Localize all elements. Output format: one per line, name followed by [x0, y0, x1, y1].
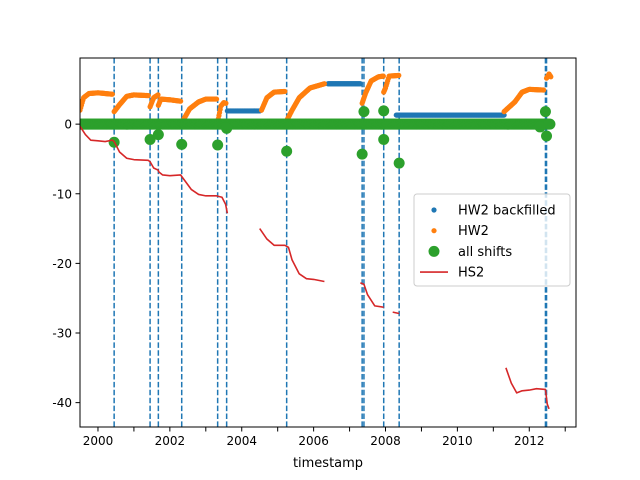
y-tick-label: -30 [52, 327, 72, 341]
shift-point [356, 148, 368, 160]
legend: HW2 backfilled HW2 all shifts HS2 [413, 193, 571, 287]
y-tick-label: -40 [52, 396, 72, 410]
shift-point [221, 122, 233, 134]
axes-frame [79, 57, 577, 428]
series-all-shifts [80, 105, 556, 169]
legend-box [413, 193, 571, 287]
hw2-point [282, 88, 288, 95]
hs2-line [259, 228, 325, 283]
hw2-point [380, 73, 386, 79]
series-hs2 [80, 125, 550, 410]
legend-label: all shifts [458, 245, 512, 260]
hw2-point [178, 98, 184, 104]
hw2-point [213, 96, 220, 102]
axes: 2000 2002 2004 2006 2008 2010 2012 0 -10 -20 -30 -4… [52, 57, 577, 448]
x-tick-label: 2002 [155, 434, 186, 448]
shift-point [544, 118, 556, 130]
x-tick-label: 2010 [442, 434, 473, 448]
legend-label: HS2 [458, 266, 484, 281]
x-tick-label: 2006 [298, 434, 329, 448]
hw2-point [109, 91, 115, 97]
hw2-point [548, 74, 554, 80]
shift-lines [113, 58, 548, 427]
hw2-point [145, 92, 151, 99]
shift-point [378, 133, 390, 145]
shift-point [541, 130, 553, 142]
shift-point [539, 106, 551, 118]
x-tick-label: 2000 [83, 434, 114, 448]
shift-point [144, 133, 156, 145]
x-tick-label: 2004 [226, 434, 257, 448]
shift-point [358, 106, 370, 118]
series-layer [80, 71, 556, 410]
shift-point [212, 139, 224, 151]
x-tick-label: 2012 [514, 434, 545, 448]
hw2-point [223, 100, 229, 106]
hs2-line [360, 282, 384, 309]
hw2-point [321, 81, 328, 87]
hw2-backfilled-point [357, 81, 363, 87]
shift-point [534, 121, 546, 133]
legend-label: HW2 [458, 224, 489, 239]
shift-point [281, 145, 293, 157]
legend-marker [431, 228, 437, 234]
x-tick-label: 2008 [370, 434, 401, 448]
series-hw2-backfilled [224, 81, 507, 118]
hs2-line [505, 367, 550, 410]
legend-label: HW2 backfilled [458, 204, 556, 219]
y-tick-label: -10 [52, 187, 72, 201]
series-hw2 [80, 71, 554, 126]
shift-point [176, 138, 188, 150]
x-axis-label: timestamp [293, 456, 363, 471]
hw2-point [541, 87, 547, 93]
shift-point [378, 105, 390, 117]
legend-marker [428, 245, 440, 257]
y-tick-label: 0 [64, 118, 72, 132]
y-tick-label: -20 [52, 257, 72, 271]
hs2-line [392, 311, 400, 315]
legend-marker [431, 207, 437, 213]
hw2-point [155, 92, 161, 98]
shift-point [152, 129, 164, 141]
shift-point [393, 157, 405, 169]
hw2-point [396, 72, 402, 79]
hs2-line [80, 125, 229, 214]
